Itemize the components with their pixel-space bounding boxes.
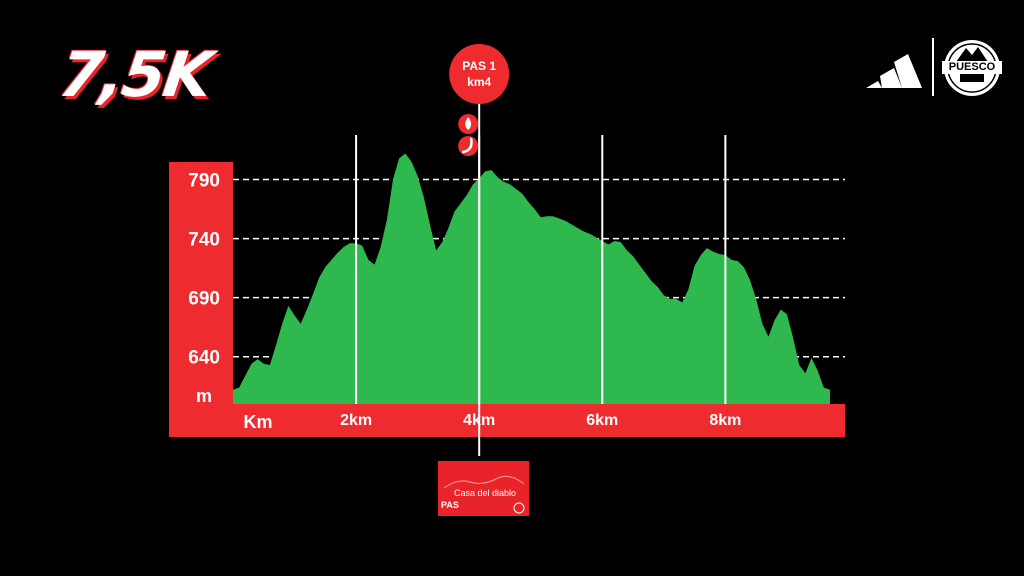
y-tick-labels: 640 690 740 790 [188,171,220,369]
x-axis-unit-label: Km [243,412,272,432]
checkpoint-supply-icons [458,114,479,156]
checkpoint-card-title: Casa del diablo [454,488,516,498]
checkpoint-card-code: PAS [441,500,459,510]
checkpoint-card-seal-icon [513,502,525,514]
elevation-profile-area [233,153,830,404]
y-axis-unit-label: m [196,386,212,406]
checkpoint-marker[interactable] [449,44,510,104]
checkpoint-card[interactable]: Casa del diablo PAS [438,461,529,516]
x-tick-label: 2km [340,412,372,429]
x-tick-label: 6km [586,412,618,429]
x-axis-panel [169,404,845,437]
banana-icon [458,136,479,156]
checkpoint-name: PAS 1 [462,59,496,73]
sponsor-logos: PUESCO [844,38,1002,98]
logo-divider [932,38,934,96]
race-logo-text: PUESCO [942,61,1002,74]
adidas-logo [866,54,922,88]
checkpoint-card-mountain-line [443,475,525,489]
x-tick-label: 8km [709,412,741,429]
y-axis-panel [169,162,233,437]
y-tick-label: 640 [188,348,220,369]
y-tick-label: 740 [188,230,220,251]
y-tick-label: 790 [188,171,220,192]
checkpoint-km: km4 [467,75,491,89]
y-tick-label: 690 [188,289,220,310]
water-drop-icon [458,114,479,134]
